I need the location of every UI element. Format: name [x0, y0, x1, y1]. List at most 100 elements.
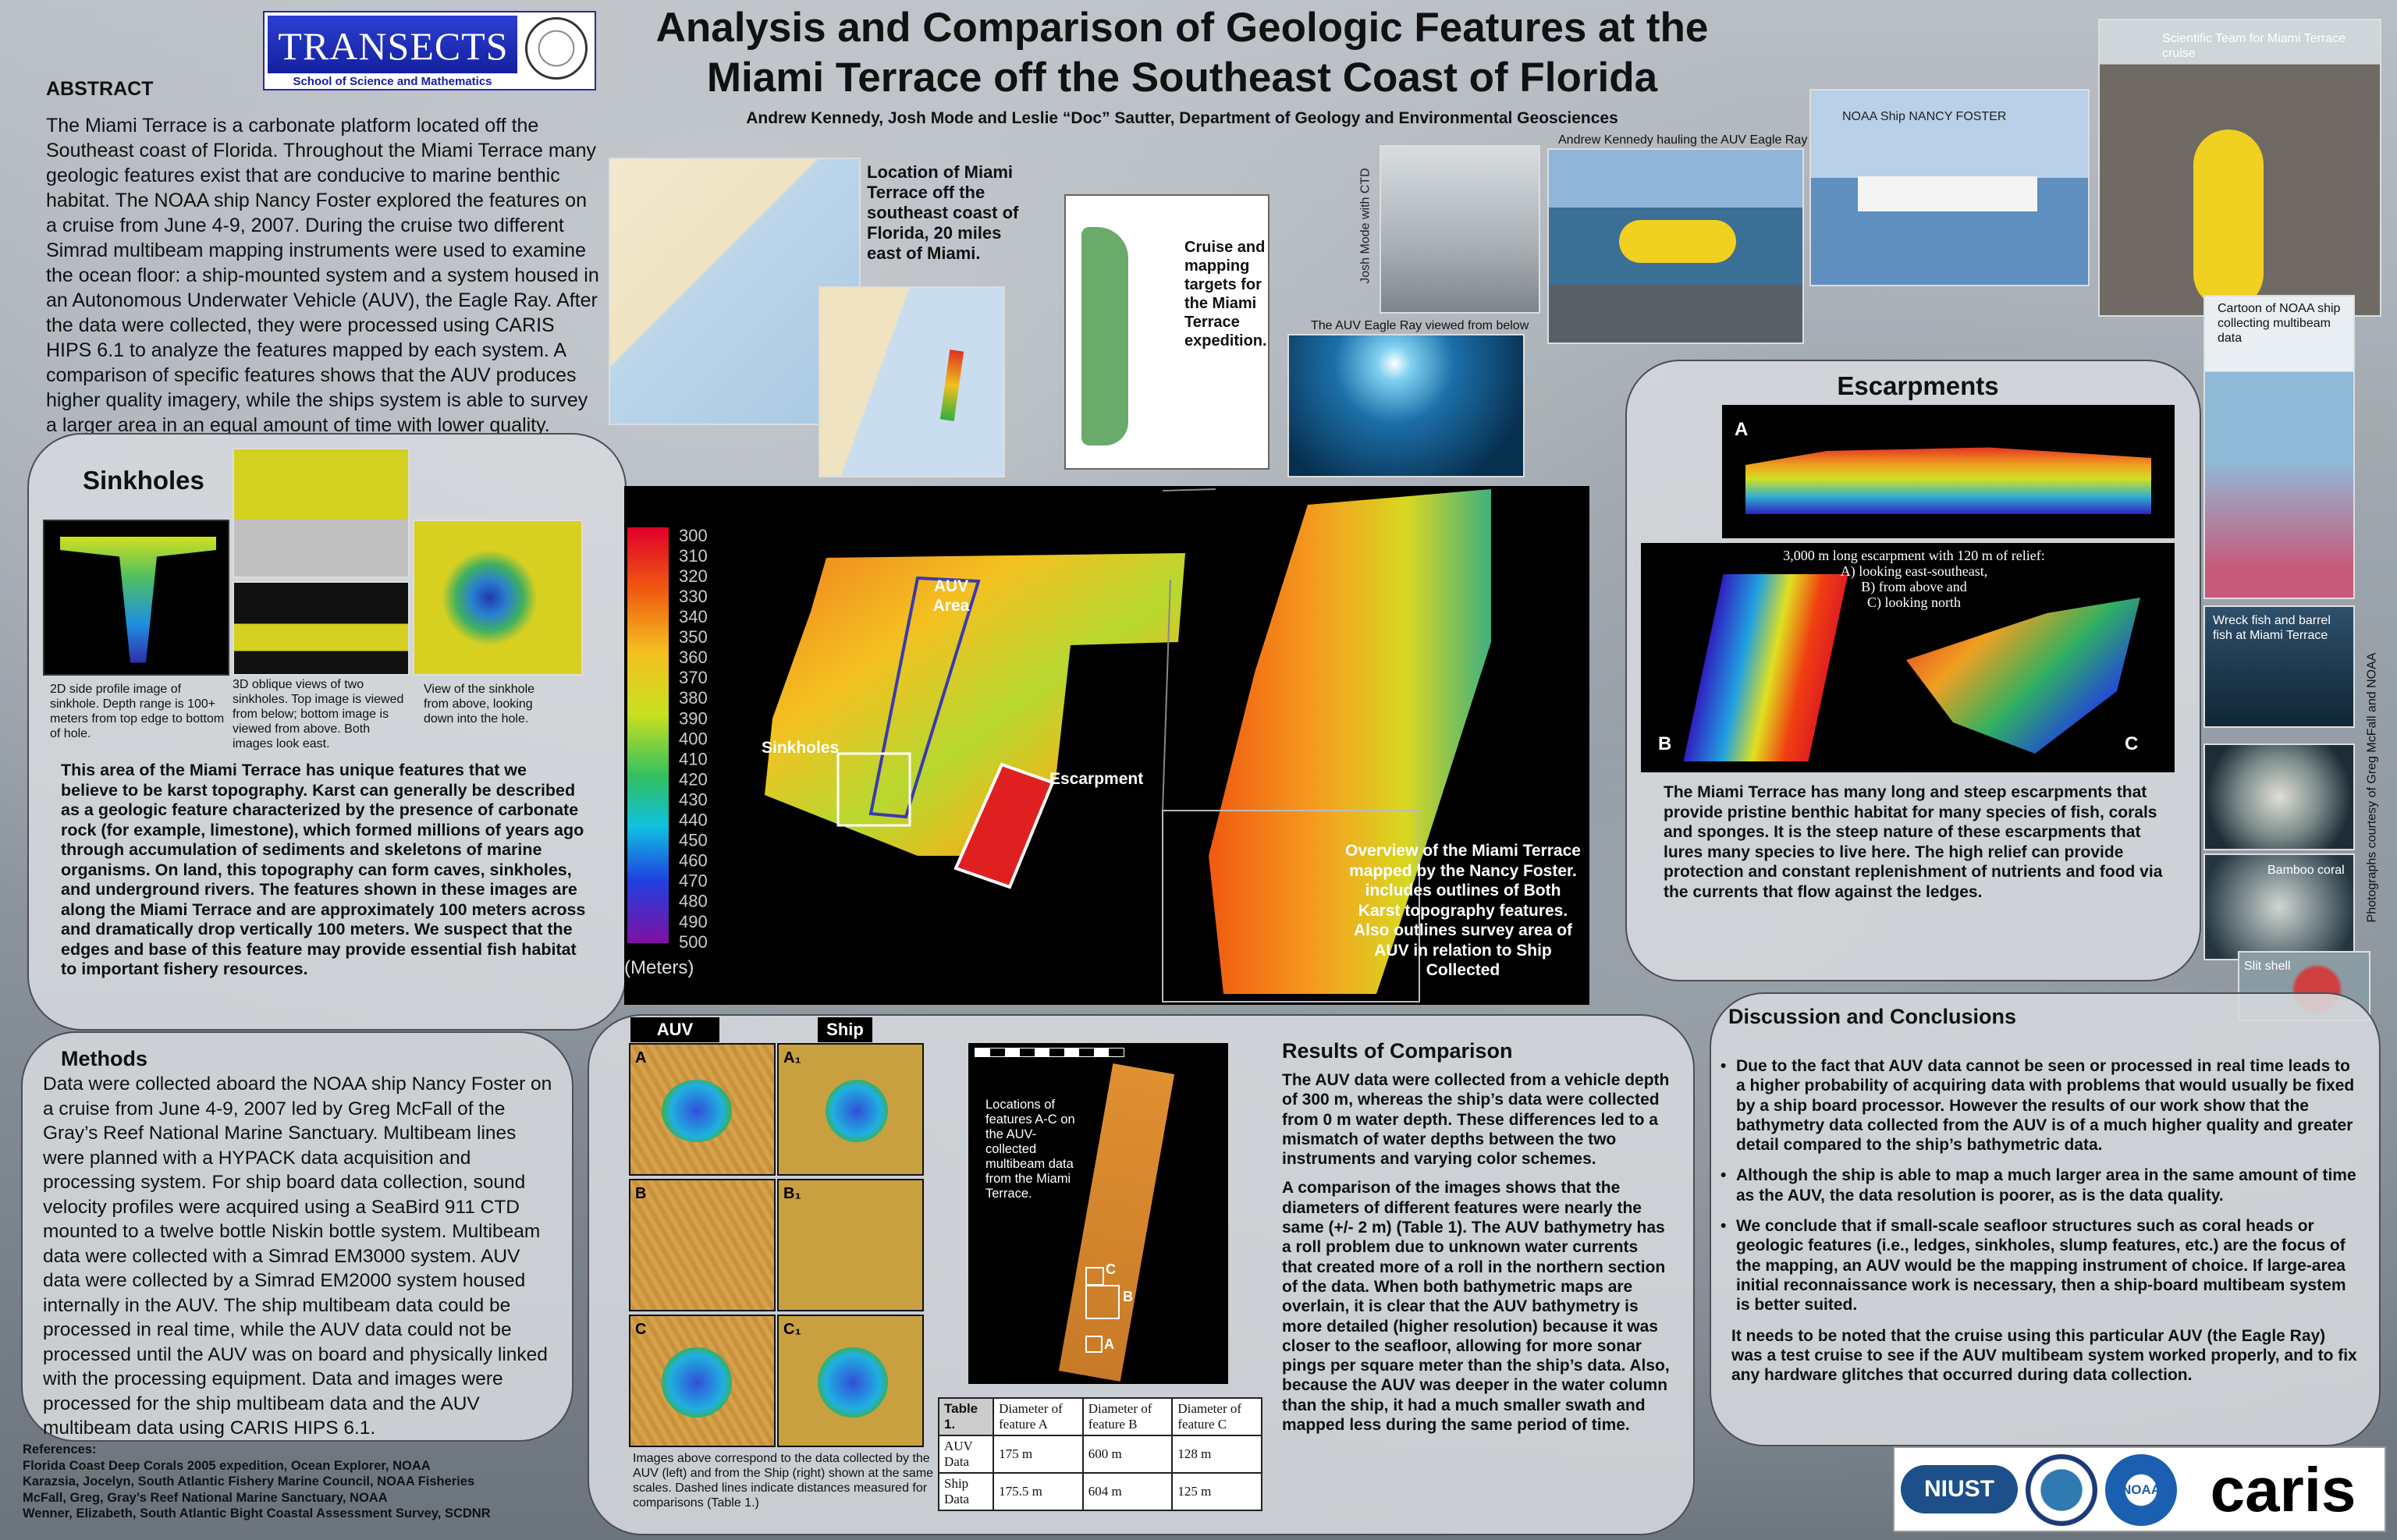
- feature: [826, 1080, 888, 1142]
- escarpment-shape: [1745, 447, 2151, 514]
- logo-noaa: NOAA: [2105, 1454, 2177, 1526]
- photo-wreck: Wreck fish and barrel fish at Miami Terr…: [2203, 605, 2355, 728]
- results-heading: Results of Comparison: [1282, 1039, 1513, 1063]
- sinkhole-oblique-above: [233, 581, 410, 676]
- sinkholes-heading: Sinkholes: [83, 466, 204, 495]
- image-caption: 2D side profile image of sinkhole. Depth…: [50, 683, 225, 740]
- logo-niust: NIUST: [1901, 1465, 2018, 1513]
- panel-label: A: [635, 1049, 647, 1066]
- strip-map: C B A Locations of features A-C on the A…: [968, 1043, 1228, 1384]
- scale-label: 320: [679, 566, 708, 586]
- references: References: Florida Coast Deep Corals 20…: [23, 1442, 491, 1522]
- scale-label: 360: [679, 648, 708, 667]
- methods-text: Data were collected aboard the NOAA ship…: [43, 1073, 552, 1439]
- logo-band: [268, 16, 517, 73]
- table-header: Diameter of feature A: [993, 1397, 1084, 1436]
- comparison-caption: Images above correspond to the data coll…: [633, 1452, 934, 1510]
- authors: Andrew Kennedy, Josh Mode and Leslie “Do…: [746, 109, 1618, 127]
- panel-label: B: [635, 1185, 647, 1202]
- scale-label: 450: [679, 831, 708, 850]
- escarpment-shape: [1906, 598, 2140, 754]
- cruise-caption: Cruise and mapping targets for the Miami…: [1184, 239, 1267, 350]
- image-caption: 3D oblique views of two sinkholes. Top i…: [233, 678, 404, 750]
- ship-hull: [1858, 176, 2037, 211]
- feature-box: A: [1085, 1336, 1114, 1353]
- scale-label: 490: [679, 912, 708, 931]
- profile-shape: [60, 537, 216, 663]
- location-map-detail: [819, 286, 1005, 477]
- logos: NIUST NOAA caris: [1893, 1446, 2386, 1532]
- photo-ship: NOAA Ship NANCY FOSTER: [1809, 89, 2090, 286]
- overview-map: 300 310 320 330 340 350 360 370 380 390 400 410 420 4…: [624, 486, 1589, 1005]
- feature-label: C: [1106, 1261, 1116, 1277]
- zoom-line: [1162, 579, 1171, 811]
- florida-land: [1081, 227, 1128, 445]
- map-graphic: 3003103203303403503603703803904004104204…: [627, 488, 1491, 1002]
- map-label: Escarpment: [1049, 770, 1144, 788]
- title-line: Miami Terrace off the Southeast Coast of…: [706, 55, 1658, 101]
- overview-caption: Overview of the Miami Terrace mapped by …: [1345, 842, 1581, 979]
- scale-label: 310: [679, 546, 708, 566]
- photo-caption: Cartoon of NOAA ship collecting multibea…: [2218, 302, 2341, 345]
- table-cell: AUV Data: [937, 1435, 995, 1474]
- escarpments-heading: Escarpments: [1837, 371, 1999, 400]
- caption-line: 3,000 m long escarpment with 120 m of re…: [1783, 548, 2045, 563]
- photo-bamboo: Bamboo coral: [2203, 853, 2355, 960]
- tile: B: [629, 1179, 776, 1311]
- survey-strip: [939, 350, 964, 421]
- bullet-text: Due to the fact that AUV data cannot be …: [1736, 1057, 2355, 1155]
- photo-credit: Photographs courtesy of Greg McFall and …: [2365, 652, 2379, 923]
- scale-label: 340: [679, 607, 708, 626]
- scale-label: 500: [679, 932, 708, 952]
- map-label: Sinkholes: [762, 739, 840, 757]
- scale-label: 430: [679, 790, 708, 809]
- scale-label: 390: [679, 708, 708, 728]
- panel-label: B₁: [783, 1185, 801, 1202]
- table-header: Diameter of feature B: [1081, 1397, 1174, 1436]
- tile: A₁: [777, 1043, 924, 1176]
- column-label: Ship: [818, 1017, 872, 1042]
- photo-caption: Andrew Kennedy hauling the AUV Eagle Ray: [1558, 133, 1808, 147]
- photo-caption: Scientific Team for Miami Terrace cruise: [2162, 32, 2346, 60]
- scale-bar: [975, 1048, 1124, 1057]
- ship-bathymetry: [765, 553, 1185, 856]
- panel-label: B: [1658, 733, 1672, 754]
- photo-caption: NOAA Ship NANCY FOSTER: [1842, 110, 2007, 123]
- feature-label: A: [1104, 1336, 1114, 1352]
- tile: C: [629, 1315, 776, 1447]
- scale-label: 420: [679, 769, 708, 789]
- results-paragraph: A comparison of the images shows that th…: [1282, 1179, 1670, 1435]
- feature-box: B: [1085, 1285, 1133, 1319]
- photo-caption: Josh Mode with CTD: [1358, 168, 1373, 284]
- table-cell: 175.5 m: [993, 1472, 1084, 1511]
- logo: TRANSECTS School of Science and Mathemat…: [263, 11, 596, 90]
- zoom-line: [1162, 488, 1216, 491]
- caption-line: B) from above and: [1861, 579, 1967, 594]
- auv-body: [1619, 220, 1736, 263]
- feature: [818, 1347, 888, 1418]
- scale-label: 330: [679, 587, 708, 606]
- overview-frame: [1162, 810, 1420, 1002]
- caption-line: C) looking north: [1867, 594, 1961, 610]
- map-label: AUV Area: [932, 577, 970, 615]
- photo-coral: [2203, 743, 2355, 850]
- bullet: Although the ship is able to map a much …: [1721, 1166, 2359, 1205]
- title: Analysis and Comparison of Geologic Feat…: [577, 3, 1787, 103]
- tile: C₁: [777, 1315, 924, 1447]
- scale-label: 440: [679, 811, 708, 830]
- discussion-heading: Discussion and Conclusions: [1728, 1005, 2017, 1028]
- image-caption: View of the sinkhole from above, looking…: [424, 683, 535, 726]
- photo-ctd: [1380, 145, 1540, 314]
- comparison-grid: A A₁ B B₁ C C₁: [629, 1043, 929, 1450]
- results-paragraph: The AUV data were collected from a vehic…: [1282, 1071, 1670, 1169]
- table-row: AUV Data 175 m 600 m 128 m: [937, 1435, 1262, 1474]
- table-cell: 175 m: [993, 1435, 1084, 1474]
- sinkhole-top: [413, 520, 583, 676]
- reference: McFall, Greg, Gray’s Reef National Marin…: [23, 1490, 388, 1505]
- discussion-note: It needs to be noted that the cruise usi…: [1731, 1326, 2357, 1385]
- logo-seal: [525, 17, 588, 80]
- sinkholes-outline: [836, 752, 911, 827]
- table-cell: 600 m: [1081, 1435, 1174, 1474]
